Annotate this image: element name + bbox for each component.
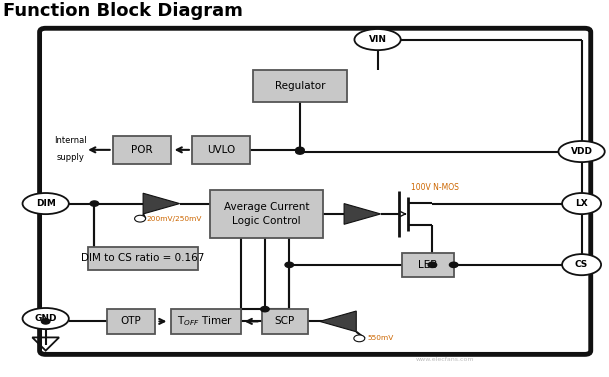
Ellipse shape [558, 141, 605, 162]
Text: Average Current
Logic Control: Average Current Logic Control [224, 202, 309, 225]
Circle shape [41, 319, 50, 324]
Circle shape [285, 262, 294, 268]
Text: VIN: VIN [368, 35, 387, 44]
Text: LX: LX [576, 199, 588, 208]
Circle shape [135, 215, 146, 222]
Circle shape [428, 262, 437, 268]
Text: Regulator: Regulator [275, 81, 325, 91]
Text: OTP: OTP [121, 316, 141, 326]
FancyBboxPatch shape [402, 253, 454, 277]
Text: DIM to CS ratio = 0.167: DIM to CS ratio = 0.167 [82, 253, 205, 263]
Ellipse shape [562, 254, 601, 275]
Ellipse shape [354, 29, 401, 50]
Circle shape [296, 149, 304, 154]
FancyBboxPatch shape [210, 190, 323, 238]
Text: SCP: SCP [275, 316, 295, 326]
Polygon shape [344, 204, 381, 224]
Circle shape [90, 201, 99, 206]
Text: UVLO: UVLO [206, 145, 235, 155]
FancyBboxPatch shape [113, 136, 171, 164]
FancyBboxPatch shape [88, 247, 198, 270]
Circle shape [354, 335, 365, 342]
FancyBboxPatch shape [171, 309, 241, 334]
Text: www.elecfans.com: www.elecfans.com [415, 357, 474, 362]
FancyBboxPatch shape [192, 136, 250, 164]
FancyBboxPatch shape [253, 70, 347, 102]
Text: Internal: Internal [54, 136, 86, 146]
Text: DIM: DIM [36, 199, 55, 208]
Text: supply: supply [56, 153, 84, 162]
FancyBboxPatch shape [107, 309, 155, 334]
Polygon shape [143, 193, 180, 214]
Text: CS: CS [575, 260, 588, 269]
Text: POR: POR [131, 145, 152, 155]
Ellipse shape [23, 308, 69, 329]
Polygon shape [320, 311, 356, 332]
Text: VDD: VDD [571, 147, 593, 156]
Text: 100V N-MOS: 100V N-MOS [411, 183, 459, 192]
Circle shape [296, 147, 304, 153]
Circle shape [261, 307, 269, 312]
Ellipse shape [23, 193, 69, 214]
Ellipse shape [562, 193, 601, 214]
FancyBboxPatch shape [262, 309, 308, 334]
Text: LEB: LEB [418, 260, 437, 270]
Text: 200mV/250mV: 200mV/250mV [146, 216, 202, 222]
Text: GND: GND [35, 314, 57, 323]
Text: Function Block Diagram: Function Block Diagram [3, 2, 243, 20]
Text: 550mV: 550mV [367, 336, 393, 341]
Text: T$_{OFF}$ Timer: T$_{OFF}$ Timer [177, 314, 234, 328]
Circle shape [449, 262, 458, 268]
